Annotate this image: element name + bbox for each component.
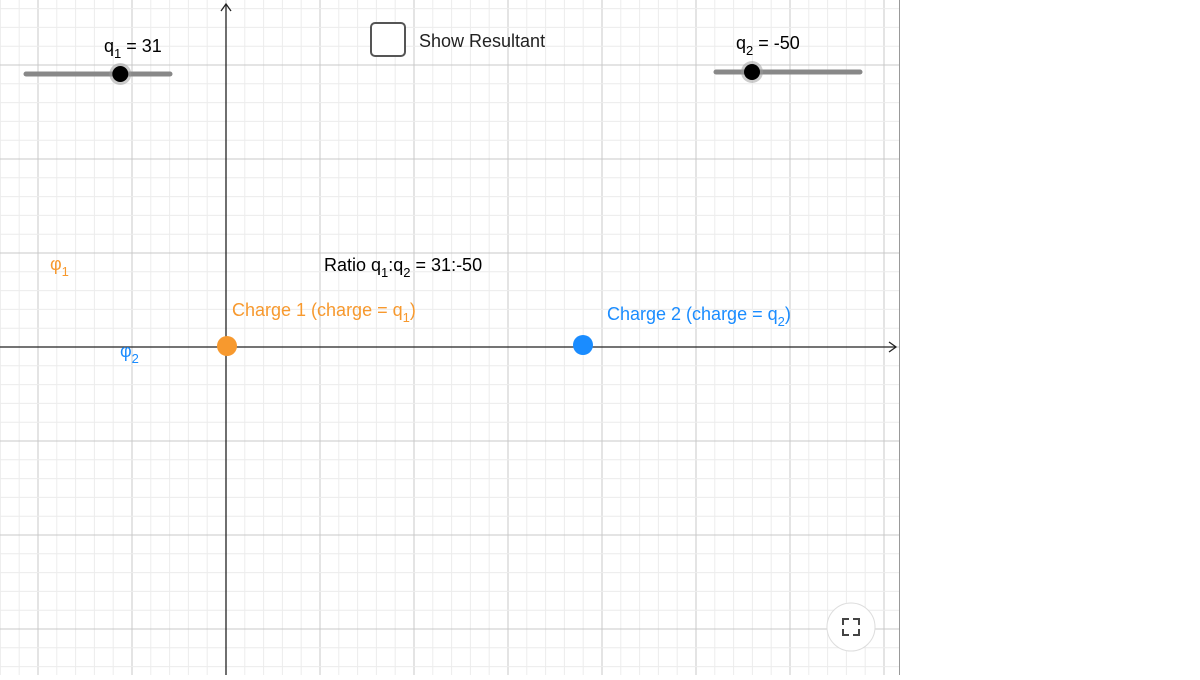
- x-arrow: [888, 341, 898, 353]
- charge-2-label: Charge 2 (charge = q2): [607, 304, 791, 329]
- charge-1-label: Charge 1 (charge = q1): [232, 300, 416, 325]
- slider-knob: [112, 66, 129, 82]
- fullscreen-button[interactable]: [826, 602, 876, 652]
- phi2-label: φ2: [120, 341, 139, 366]
- slider-1[interactable]: [23, 63, 173, 85]
- ratio-text: Ratio q1:q2 = 31:-50: [324, 255, 482, 280]
- slider-1-label: q1 = 31: [104, 36, 162, 61]
- graphics-view: [0, 0, 900, 675]
- fullscreen-icon: [842, 618, 860, 636]
- slider-2[interactable]: [713, 61, 863, 83]
- checkbox-label[interactable]: Show Resultant: [419, 31, 545, 51]
- slider-knob: [744, 64, 760, 80]
- button-bg: [826, 602, 876, 652]
- charge-2-point[interactable]: [573, 335, 593, 355]
- slider-2-label: q2 = -50: [736, 33, 800, 58]
- y-arrow: [220, 2, 232, 12]
- checkbox[interactable]: [370, 22, 406, 57]
- phi1-label: φ1: [50, 254, 69, 279]
- charge-1-point[interactable]: [217, 336, 237, 356]
